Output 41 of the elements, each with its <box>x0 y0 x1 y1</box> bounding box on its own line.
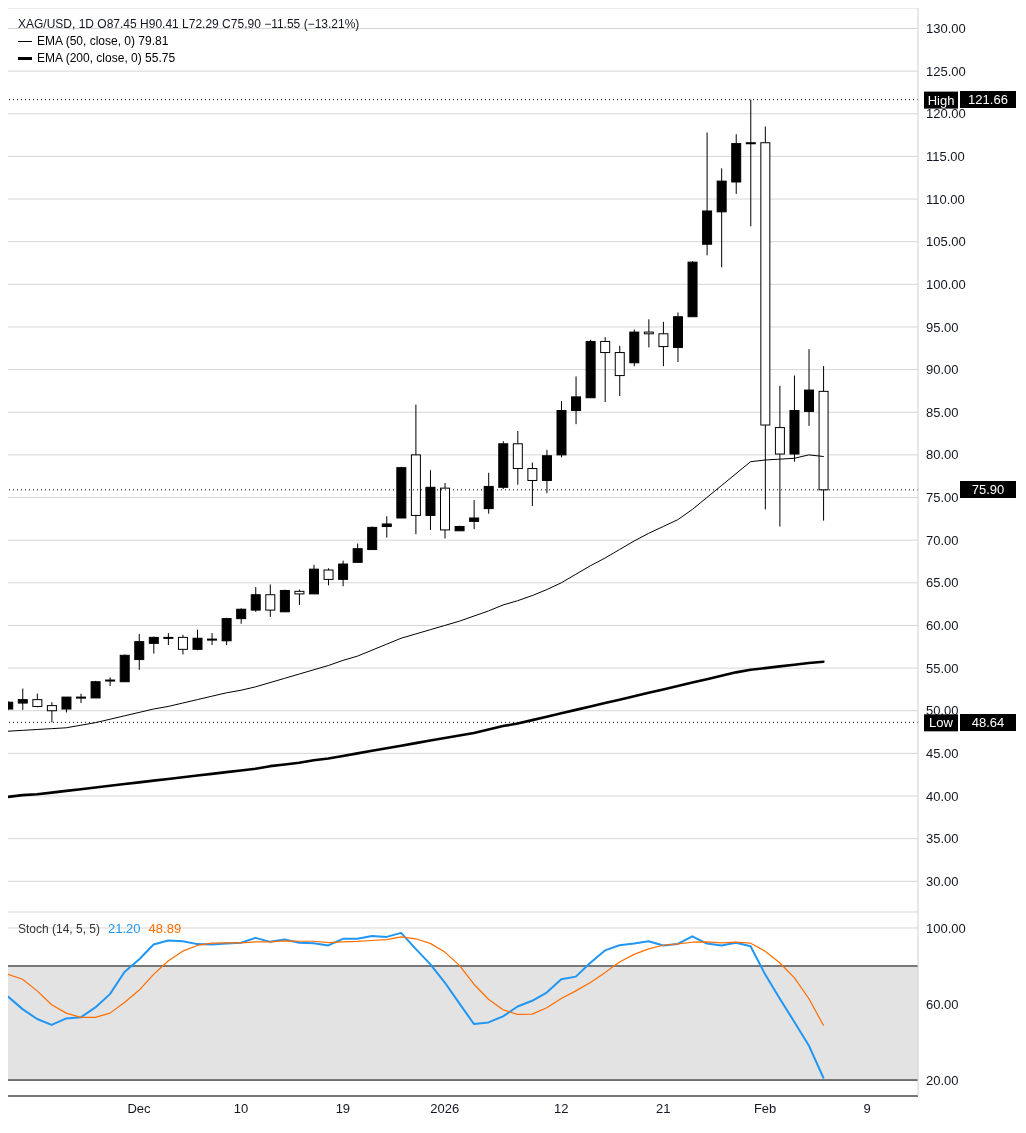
ref-line-label: High <box>927 92 955 108</box>
y-tick-label: 60.00 <box>926 618 959 634</box>
ref-line-label: Low <box>929 715 954 731</box>
y-tick-label: 130.00 <box>926 21 966 37</box>
y-tick-label: 40.00 <box>926 788 959 804</box>
y-tick-label: 100.00 <box>926 276 966 292</box>
y-tick-label: 60.00 <box>926 996 959 1012</box>
y-tick-label: 85.00 <box>926 404 959 420</box>
x-tick-label: Feb <box>753 1101 777 1117</box>
series-label: 21.20 <box>108 921 141 936</box>
y-tick-label: 35.00 <box>926 831 959 847</box>
text: XAG/USD, 1D O87.45 H90.41 L72.29 C75.90 −11.55 (−13.21%) <box>18 16 360 33</box>
y-tick-label: 70.00 <box>926 532 959 548</box>
y-tick-label: 75.00 <box>926 490 959 506</box>
y-tick-label: 100.00 <box>926 920 966 936</box>
y-tick-label: 65.00 <box>926 575 959 591</box>
y-tick-label: 95.00 <box>926 319 959 335</box>
x-tick-label: Dec <box>127 1101 152 1117</box>
y-tick-label: 105.00 <box>926 234 966 250</box>
x-tick-label: 9 <box>863 1101 871 1117</box>
y-tick-label: 45.00 <box>926 745 959 761</box>
y-tick-label: 115.00 <box>926 149 965 165</box>
y-tick-label: 20.00 <box>926 1072 959 1088</box>
x-tick-label: 12 <box>554 1101 569 1117</box>
text: Stoch (14, 5, 5) <box>18 922 101 936</box>
x-tick-label: 2026 <box>430 1101 460 1117</box>
y-tick-label: 30.00 <box>926 873 959 889</box>
y-tick-label: 90.00 <box>926 362 959 378</box>
x-tick-label: 19 <box>335 1101 351 1117</box>
y-tick-label: 125.00 <box>926 63 966 79</box>
legend-label: EMA (200, close, 0) 55.75 <box>37 50 176 67</box>
text: 121.66 <box>960 91 1016 109</box>
x-tick-label: 10 <box>233 1101 249 1117</box>
x-tick-label: 21 <box>655 1101 671 1117</box>
legend-label: EMA (50, close, 0) 79.81 <box>37 33 169 50</box>
y-tick-label: 110.00 <box>926 191 965 207</box>
y-tick-label: 80.00 <box>926 447 959 463</box>
text: 75.90 <box>960 481 1016 499</box>
series-label: 48.89 <box>148 921 182 936</box>
text: 48.64 <box>960 713 1016 731</box>
y-tick-label: 55.00 <box>926 660 959 676</box>
